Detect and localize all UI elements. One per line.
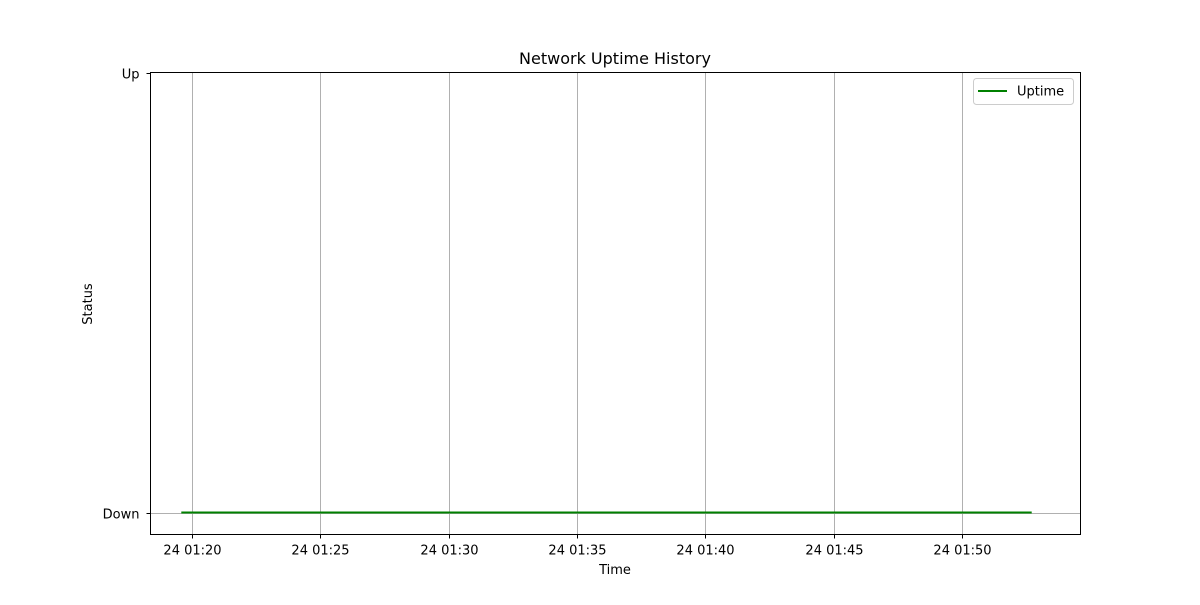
legend-label-uptime: Uptime xyxy=(1017,85,1064,100)
x-tick-label-0: 24 01:20 xyxy=(163,544,221,559)
legend-box xyxy=(973,78,1074,105)
x-axis-label: Time xyxy=(598,563,631,578)
x-tick-label-1: 24 01:25 xyxy=(291,544,349,559)
y-tick-label-1: Up xyxy=(122,68,140,83)
x-tick-label-2: 24 01:30 xyxy=(420,544,478,559)
x-tick-label-5: 24 01:45 xyxy=(805,544,863,559)
plot-area-frame xyxy=(150,72,1081,535)
x-tick-label-6: 24 01:50 xyxy=(933,544,991,559)
y-axis-label: Status xyxy=(81,283,96,325)
y-tick-label-0: Down xyxy=(103,508,140,523)
x-axis-ticks: 24 01:20 24 01:25 24 01:30 24 01:35 24 01:40… xyxy=(163,534,992,559)
x-tick-label-4: 24 01:40 xyxy=(676,544,734,559)
y-axis-ticks: Down Up xyxy=(103,68,151,523)
x-tick-label-3: 24 01:35 xyxy=(548,544,606,559)
chart-title: Network Uptime History xyxy=(519,49,711,68)
legend: Uptime xyxy=(973,78,1074,105)
